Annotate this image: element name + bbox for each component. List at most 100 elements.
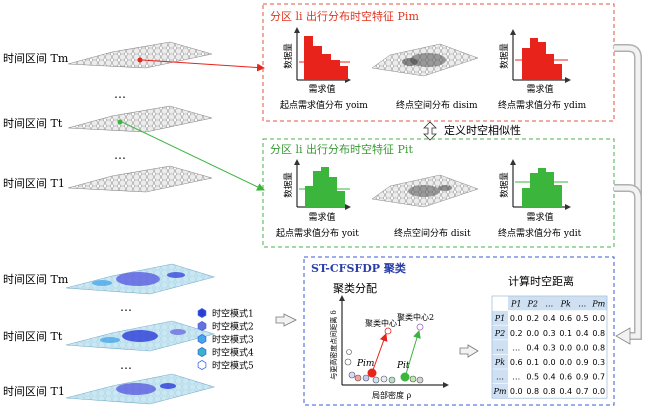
time-interval-label-lower-2: 时间区间 Tt (3, 330, 63, 343)
matrix-cell: 0.0 (559, 343, 572, 352)
feature-box-middle: 分区 li 出行分布时空特征 Pit 数据量 需求值 (262, 138, 615, 248)
matrix-cell: 0.8 (543, 387, 556, 396)
svg-text:需求值: 需求值 (308, 211, 335, 223)
top-caption-3: 终点需求值分布 ydim (498, 99, 587, 111)
time-interval-label-upper-3: 时间区间 T1 (3, 177, 65, 190)
matrix-cell: 0.8 (526, 387, 539, 396)
point-pt-label: Pit (396, 361, 410, 371)
matrix-header-cell: … (578, 300, 586, 309)
hex-grid-upper-tm (67, 41, 213, 69)
ellipsis-lower-1: … (120, 300, 132, 314)
top-chart-destination-demand: 数据量 需求值 (499, 29, 571, 95)
svg-text:数据量: 数据量 (283, 43, 294, 69)
matrix-cell: 0.8 (592, 329, 605, 338)
matrix-to-cluster-arrow (459, 344, 479, 358)
matrix-cell: 0.0 (510, 387, 523, 396)
ellipsis-upper-2: … (114, 148, 126, 162)
cluster-assign-title: 聚类分配 (333, 281, 377, 295)
scatter-xlabel: 局部密度 ρ (372, 390, 412, 400)
matrix-cell: 0.2 (510, 329, 523, 338)
scatter-ylabel: 与更高密度点间距离 δ (329, 310, 338, 379)
time-interval-label-upper-2: 时间区间 Tt (3, 117, 63, 130)
top-caption-2: 终点空间分布 disim (396, 99, 478, 111)
legend-item-label: 时空模式2 (212, 321, 254, 333)
green-connector-arrow (121, 121, 265, 191)
red-connector-arrow (141, 59, 265, 72)
legend-hex-icon (197, 360, 207, 370)
svg-text:时间区间 Tt: 时间区间 Tt (3, 330, 63, 343)
matrix-cell: 0.5 (526, 373, 539, 382)
legend-hex-icon (197, 347, 207, 357)
cluster-to-result-arrow (275, 313, 297, 327)
matrix-cell: 0.0 (543, 358, 556, 367)
matrix-cell: 0.8 (592, 343, 605, 352)
svg-text:需求值: 需求值 (526, 211, 553, 223)
matrix-cell: 0.2 (526, 314, 539, 323)
decision-graph: 与更高密度点间距离 δ 局部密度 ρ 聚类中心1 聚类中心2 Pim Pit (329, 295, 449, 400)
distance-title: 计算时空距离 (508, 274, 574, 288)
matrix-cell: 0.0 (592, 314, 605, 323)
hex-grid-lower-tt (65, 320, 216, 352)
matrix-cell: 0.5 (576, 314, 589, 323)
matrix-cell: 0.0 (559, 358, 572, 367)
matrix-cell: 0.9 (576, 373, 589, 382)
mid-caption-2: 终点空间分布 disit (394, 227, 471, 239)
svg-text:时间区间 T1: 时间区间 T1 (3, 385, 65, 398)
matrix-cell: 0.0 (576, 343, 589, 352)
svg-text:时间区间 Tt: 时间区间 Tt (3, 117, 63, 130)
matrix-header-cell: Pm (591, 300, 605, 309)
svg-text:数据量: 数据量 (499, 43, 510, 69)
matrix-cell: 0.0 (526, 329, 539, 338)
matrix-header-cell: Pk (560, 300, 571, 309)
matrix-cell: 0.7 (592, 373, 605, 382)
matrix-header-cell: P1 (510, 300, 521, 309)
feature-box-top-title: 分区 li 出行分布时空特征 Pim (270, 9, 419, 23)
ellipsis-upper-1: … (114, 87, 126, 101)
matrix-cell: 0.6 (559, 314, 572, 323)
matrix-row-label: … (496, 373, 504, 382)
svg-text:数据量: 数据量 (283, 172, 294, 198)
matrix-header-cell: … (545, 300, 553, 309)
matrix-row-label: Pk (494, 358, 505, 367)
matrix-cell: 0.1 (526, 358, 539, 367)
matrix-cell: 0.0 (592, 387, 605, 396)
legend-item-label: 时空模式4 (212, 347, 254, 359)
clustering-box: ST-CFSFDP 聚类 聚类分配 计算时空距离 与更高密度点间距离 δ 局部密… (303, 256, 615, 406)
matrix-cell: 0.9 (576, 358, 589, 367)
svg-text:需求值: 需求值 (308, 83, 335, 95)
time-interval-label-upper-1: 时间区间 Tm (3, 52, 69, 65)
right-flow-arrow (614, 44, 642, 345)
hex-grid-lower-tm (65, 263, 216, 295)
ellipsis-lower-2: … (120, 358, 132, 372)
point-pm-label: Pim (356, 359, 374, 369)
time-interval-label-lower-3: 时间区间 T1 (3, 385, 65, 398)
top-spatial-distribution (371, 43, 479, 77)
matrix-header-cell: P2 (527, 300, 538, 309)
svg-text:时间区间 Tm: 时间区间 Tm (3, 273, 69, 286)
legend-item-label: 时空模式5 (212, 360, 254, 372)
legend-hex-icon (197, 334, 207, 344)
hex-grid-upper-tt (67, 105, 213, 133)
legend-item-label: 时空模式1 (212, 308, 254, 320)
matrix-cell: 0.0 (510, 314, 523, 323)
matrix-cell: 0.4 (559, 387, 572, 396)
svg-text:数据量: 数据量 (499, 172, 510, 198)
matrix-cell: 0.3 (543, 329, 556, 338)
hex-grid-upper-t1 (67, 165, 213, 193)
svg-text:需求值: 需求值 (526, 83, 553, 95)
mid-caption-3: 终点需求值分布 ydit (498, 227, 582, 239)
similarity-label: 定义时空相似性 (444, 123, 521, 137)
matrix-cell: 0.3 (592, 358, 605, 367)
clustering-box-title: ST-CFSFDP 聚类 (311, 261, 407, 275)
point-pm (367, 368, 377, 378)
point-pt (400, 372, 410, 382)
matrix-cell: 0.4 (526, 343, 539, 352)
legend-hex-icon (197, 321, 207, 331)
time-interval-label-lower-1: 时间区间 Tm (3, 273, 69, 286)
matrix-cell: 0.4 (576, 329, 589, 338)
mid-caption-1: 起点需求值分布 yoit (276, 227, 359, 239)
matrix-cell: 0.6 (510, 358, 523, 367)
